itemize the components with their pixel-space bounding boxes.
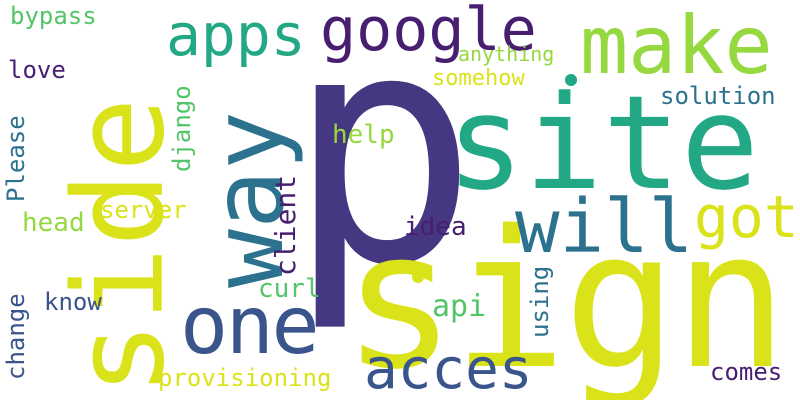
word-change: change [2,293,30,380]
word-api: api [432,289,487,324]
word-sign: sign [342,190,788,400]
word-curl: curl [258,274,321,304]
word-make: make [580,0,773,92]
word-love: love [8,56,66,84]
word-side: side [48,97,192,396]
word-client: client [269,174,302,276]
word-idea: idea [404,212,467,242]
word-solution: solution [660,82,776,110]
word-using: using [526,265,554,338]
word-somehow: somehow [432,66,525,91]
word-django: django [168,85,196,172]
word-got: got [694,183,799,251]
word-server: server [100,196,187,224]
word-will: will [515,184,694,270]
word-head: head [22,208,85,238]
word-one: one [180,279,320,372]
word-p: p [286,0,479,336]
word-acces: acces [364,337,533,400]
word-google: google [320,0,537,65]
word-know: know [44,288,102,316]
word-site: site [446,67,760,219]
word-provisioning: provisioning [158,364,332,392]
word-Please: Please [2,115,30,202]
word-comes: comes [710,358,783,386]
word-help: help [332,120,395,150]
word-anything: anything [458,42,555,66]
word-apps: apps [166,1,306,69]
word-bypass: bypass [10,2,97,30]
dot-2 [412,271,424,283]
dot-1 [565,74,577,86]
